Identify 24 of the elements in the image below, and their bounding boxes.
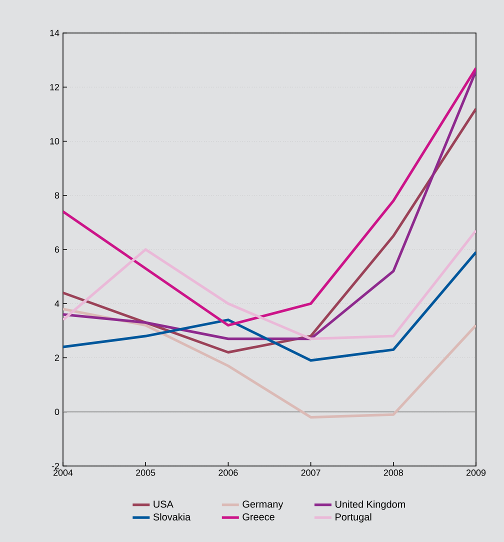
legend-label: Greece bbox=[242, 513, 274, 520]
legend-label: United Kingdom bbox=[336, 500, 405, 510]
y-tick-label: 12 bbox=[50, 84, 60, 90]
legend-label: USA bbox=[154, 500, 174, 508]
y-tick-label: 0 bbox=[54, 408, 60, 416]
y-tick-label: 4 bbox=[54, 300, 60, 307]
x-tick-label: 2004 bbox=[53, 470, 73, 476]
legend-label: Germany bbox=[242, 500, 284, 510]
line-series bbox=[63, 229, 476, 340]
x-tick-label: 2005 bbox=[136, 470, 156, 476]
y-tick-label: -2 bbox=[52, 462, 60, 470]
y-tick-label: 2 bbox=[54, 354, 60, 361]
y-tick-label: 14 bbox=[50, 30, 60, 36]
line-series bbox=[63, 308, 476, 419]
legend-label: Portugal bbox=[336, 513, 372, 522]
x-tick-label: 2008 bbox=[384, 470, 403, 476]
y-tick-label: 10 bbox=[50, 138, 60, 144]
x-tick-label: 2007 bbox=[301, 470, 320, 476]
y-tick-label: 8 bbox=[54, 192, 60, 199]
x-tick-label: 2009 bbox=[466, 470, 486, 476]
legend-label: Slovakia bbox=[153, 513, 191, 521]
y-tick-label: 6 bbox=[54, 246, 60, 253]
x-tick-label: 2006 bbox=[218, 470, 238, 476]
line-series bbox=[63, 250, 476, 362]
